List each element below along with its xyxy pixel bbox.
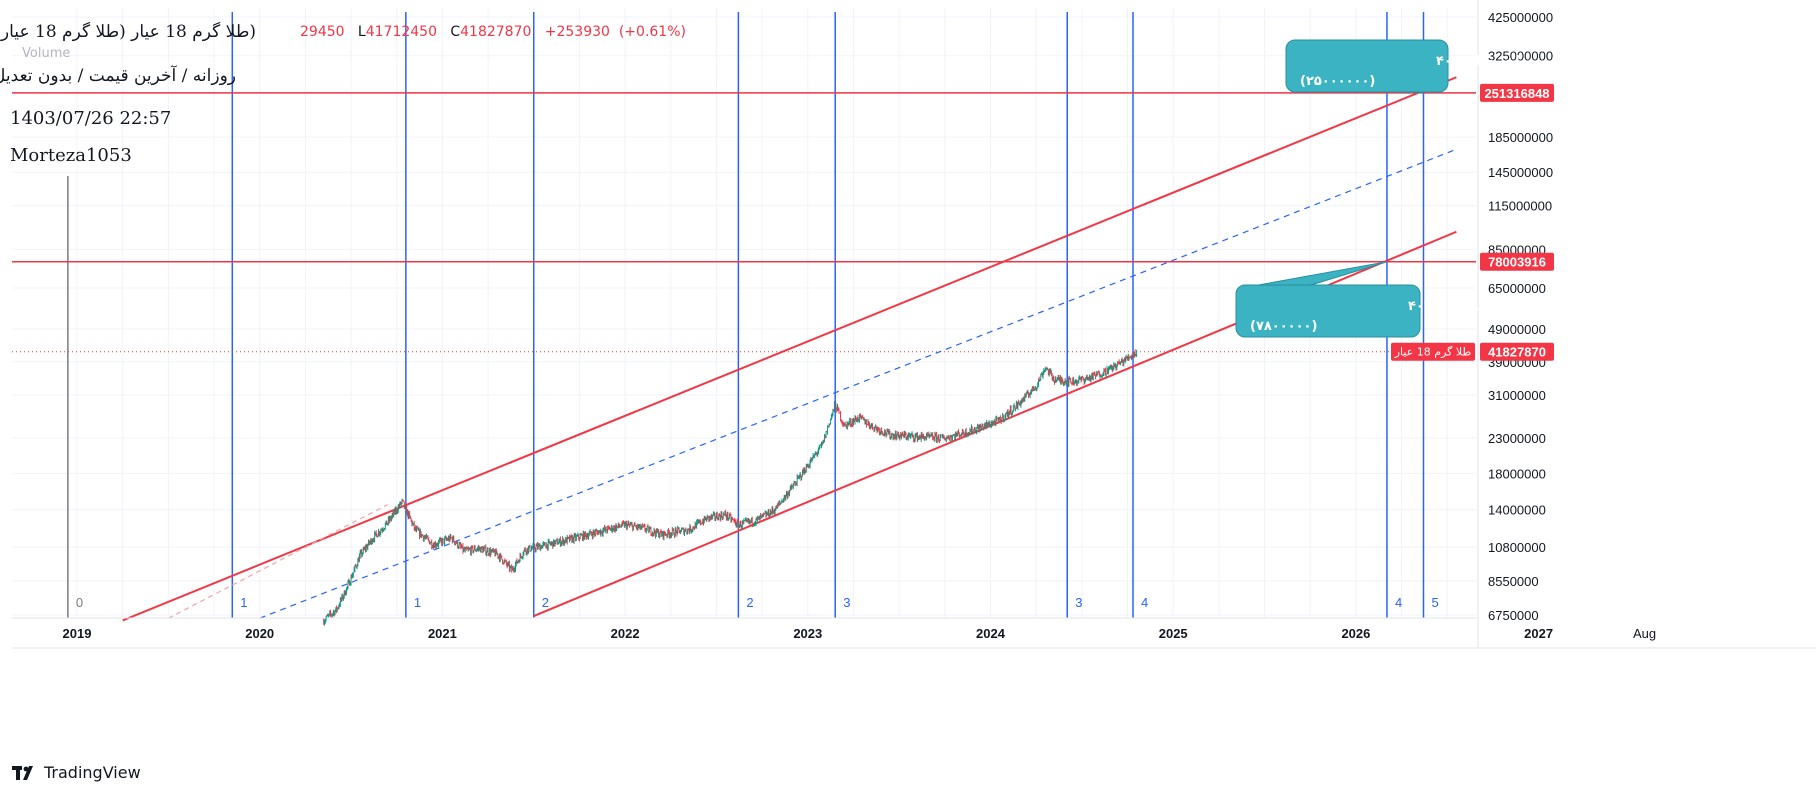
callout-max-price: بیشترین قیمت اخر سال ۴۰۴ (۲۵۰۰۰۰۰۰) [1285, 39, 1618, 94]
axes: 4250000003250000002500000001850000001450… [12, 0, 1816, 649]
callout-text-line1: بیشترین قیمت اخر سال ۴۰۴ [1436, 54, 1618, 69]
vertical-line-label: 3 [843, 595, 850, 610]
y-tick-label: 31000000 [1488, 388, 1546, 403]
ohlc-high-partial: 29450 [300, 24, 345, 40]
x-tick-label: 2019 [63, 626, 92, 641]
price-tag-box [1480, 83, 1554, 102]
x-tick-label: 2027 [1524, 626, 1553, 641]
channel-upper-line [122, 76, 1457, 622]
vertical-line-label: 1 [240, 595, 247, 610]
x-tick-label: 2022 [611, 626, 640, 641]
price-tag-value: 251316848 [1484, 86, 1549, 101]
chart-subtitle: روزانه / آخرین قیمت / بدون تعدیل [0, 66, 236, 86]
ohlc-readout: 29450 L41712450 C41827870 +253930 (+0.61… [300, 24, 686, 40]
callouts: بیشترین قیمت اخر سال ۴۰۴ (۲۵۰۰۰۰۰۰) کمترین… [1235, 39, 1618, 338]
volume-label: Volume [22, 46, 71, 61]
price-tag-value: 78003916 [1488, 255, 1546, 270]
vertical-line-label: 5 [1431, 595, 1438, 610]
x-tick-label: 2024 [976, 626, 1006, 641]
x-tick-label: 2026 [1341, 626, 1370, 641]
callout-box [1235, 284, 1421, 338]
y-tick-label: 325000000 [1488, 49, 1553, 64]
vertical-line-label: 2 [542, 595, 549, 610]
y-tick-label: 65000000 [1488, 281, 1546, 296]
price-tag-value: 41827870 [1488, 345, 1546, 360]
y-tick-label: 49000000 [1488, 322, 1546, 337]
x-tick-label: 2023 [793, 626, 822, 641]
callout-min-price: کمترین قیمت طلا اخر سال ۴۰۴ (۷۸۰۰۰۰۰) [1235, 261, 1610, 338]
vertical-line-label: 1 [414, 595, 421, 610]
y-tick-label: 145000000 [1488, 165, 1553, 180]
ohlc-change: +253930 [544, 24, 610, 40]
x-tick-label: Aug [1633, 626, 1656, 641]
price-tag-box [1480, 252, 1554, 271]
y-tick-label: 425000000 [1488, 10, 1553, 25]
vertical-line-label: 0 [76, 595, 83, 610]
vertical-lines: 0 1 1 2 2 3 3 4 4 5 [67, 12, 1439, 618]
tradingview-brand-text: TradingView [44, 763, 141, 782]
vertical-line-label: 2 [746, 595, 753, 610]
symbol-title: (طلا گرم 18 عيار (طلا گرم 18 عيار [0, 22, 256, 42]
y-tick-label: 14000000 [1488, 503, 1546, 518]
y-tick-label: 18000000 [1488, 466, 1546, 481]
y-tick-label: 6750000 [1488, 608, 1539, 623]
tradingview-brand[interactable]: TradingView [12, 763, 141, 782]
y-tick-label: 23000000 [1488, 431, 1546, 446]
y-tick-label: 185000000 [1488, 130, 1553, 145]
x-tick-label: 2021 [428, 626, 457, 641]
vertical-line-label: 3 [1075, 595, 1082, 610]
vertical-line-label: 4 [1141, 595, 1148, 610]
candles [323, 349, 1138, 626]
ohlc-close-label: C [450, 24, 461, 40]
channel-median-line [259, 148, 1457, 619]
price-tag-box [1480, 342, 1554, 361]
symbol-tag-label: طلا گرم 18 عیار [1394, 346, 1472, 359]
vertical-line-label: 4 [1395, 595, 1402, 610]
tradingview-logo-icon [12, 765, 33, 780]
symbol-tag-box [1391, 342, 1475, 361]
ohlc-change-pct: (+0.61%) [618, 24, 686, 40]
callout-box [1285, 39, 1449, 93]
y-tick-label: 115000000 [1488, 199, 1552, 214]
y-tick-label: 8550000 [1488, 574, 1539, 589]
author-name: Morteza1053 [10, 145, 132, 166]
price-tags: 251316848 78003916 41827870 طلا گرم 18 عیار [1391, 83, 1554, 361]
ohlc-close-value: 41827870 [460, 24, 532, 40]
ohlc-low-value: 41712450 [365, 24, 437, 40]
ohlc-low-label: L [357, 24, 366, 40]
callout-text-line2: (۷۸۰۰۰۰۰) [1250, 319, 1317, 334]
callout-text-line2: (۲۵۰۰۰۰۰۰) [1300, 74, 1375, 89]
grid [12, 8, 1476, 618]
x-tick-label: 2025 [1159, 626, 1188, 641]
x-tick-label: 2020 [245, 626, 274, 641]
y-tick-label: 10800000 [1488, 540, 1546, 555]
callout-text-line1: کمترین قیمت طلا اخر سال ۴۰۴ [1408, 299, 1610, 314]
horizontal-lines [12, 92, 1476, 353]
chart-datetime: 1403/07/26 22:57 [10, 108, 172, 129]
